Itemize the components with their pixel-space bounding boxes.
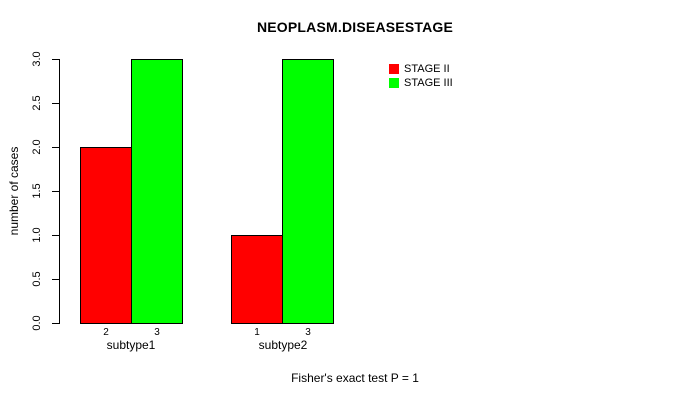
bar-count-label: 3 xyxy=(154,327,160,338)
caption-fisher-test: Fisher's exact test P = 1 xyxy=(291,371,419,385)
legend-swatch-stage2 xyxy=(389,64,399,74)
y-tick-label: 2.5 xyxy=(31,95,43,111)
x-group-label-subtype1: subtype1 xyxy=(106,338,156,352)
y-axis-title: number of cases xyxy=(7,146,21,236)
legend-swatch-stage3 xyxy=(389,78,399,88)
y-tick-label: 3.0 xyxy=(31,51,43,67)
y-tick-label: 0.0 xyxy=(31,315,43,331)
chart-title: NEOPLASM.DISEASESTAGE xyxy=(256,19,454,35)
x-group-label-subtype2: subtype2 xyxy=(258,338,308,352)
y-axis-line xyxy=(59,59,60,324)
bar-subtype1-stage2 xyxy=(80,147,132,324)
y-axis-tick xyxy=(52,147,59,148)
bar-subtype1-stage3 xyxy=(131,59,183,324)
y-tick-label: 0.5 xyxy=(31,271,43,287)
bar-count-label: 3 xyxy=(305,327,311,338)
y-axis-tick xyxy=(52,279,59,280)
bar-count-label: 1 xyxy=(254,327,260,338)
legend-label-stage2: STAGE II xyxy=(404,63,450,75)
y-tick-label: 2.0 xyxy=(31,139,43,155)
legend-label-stage3: STAGE III xyxy=(404,77,453,89)
y-tick-label: 1.0 xyxy=(31,227,43,243)
y-axis-tick xyxy=(52,235,59,236)
bar-count-label: 2 xyxy=(103,327,109,338)
y-tick-label: 1.5 xyxy=(31,183,43,199)
bar-subtype2-stage2 xyxy=(231,235,283,324)
y-axis-tick xyxy=(52,323,59,324)
y-axis-tick xyxy=(52,59,59,60)
y-axis-tick xyxy=(52,191,59,192)
y-axis-tick xyxy=(52,103,59,104)
bar-subtype2-stage3 xyxy=(282,59,334,324)
